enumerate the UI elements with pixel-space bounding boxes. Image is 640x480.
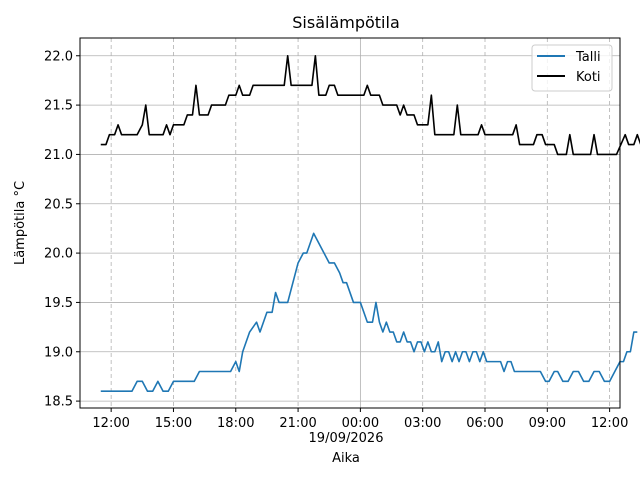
date-label: 19/09/2026 [309,431,384,446]
y-tick-label: 22.0 [44,49,73,64]
chart-title: Sisälämpötila [292,13,400,32]
legend: Talli Koti [531,44,613,92]
legend-label-koti: Koti [576,70,601,85]
plot-frame [79,37,621,409]
y-tick-label: 19.5 [44,296,73,311]
grid [80,38,620,408]
y-tick-label: 19.0 [44,345,73,360]
x-tick-label: 12:00 [92,416,129,431]
x-axis-label: Aika [332,451,360,466]
series-lines [100,54,640,393]
x-tick-label: 21:00 [279,416,316,431]
legend-label-talli: Talli [575,50,601,65]
x-tick-label: 00:00 [342,416,379,431]
x-tick-label: 12:00 [591,416,628,431]
x-tick-label: 03:00 [404,416,441,431]
y-tick-label: 21.0 [44,148,73,163]
x-tick-label: 06:00 [466,416,503,431]
series-line-koti [100,54,640,156]
series-line-talli [100,232,638,393]
x-tick-label: 18:00 [217,416,254,431]
y-tick-label: 21.5 [44,99,73,114]
x-tick-label: 15:00 [155,416,192,431]
x-tick-label: 09:00 [529,416,566,431]
y-tick-label: 20.5 [44,197,73,212]
y-tick-label: 18.5 [44,395,73,410]
y-tick-label: 20.0 [44,247,73,262]
axis-ticks: 18.5 19.0 19.5 20.0 20.5 21.0 21.5 22.0 12:00 15:… [44,49,628,431]
y-axis-label: Lämpötila °C [13,181,28,265]
